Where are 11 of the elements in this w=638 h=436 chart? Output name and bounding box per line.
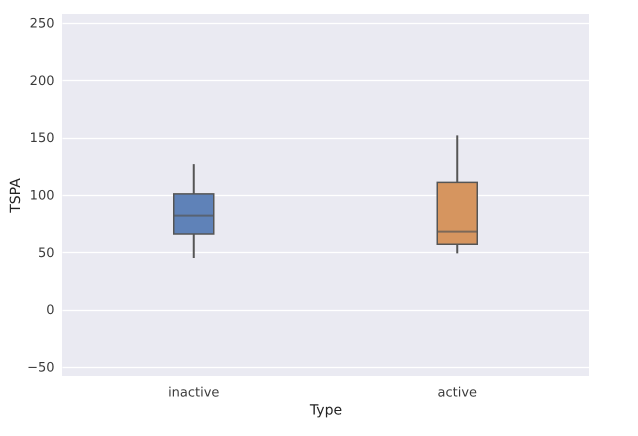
x-tick-label: active: [437, 386, 478, 400]
y-tick-label: −50: [27, 360, 54, 376]
y-tick-label: 0: [46, 303, 54, 318]
y-tick-label: 100: [30, 188, 54, 204]
y-tick-label: 250: [30, 16, 54, 32]
y-axis-title: TSPA: [8, 178, 24, 214]
y-tick-label: 150: [30, 131, 54, 146]
x-axis-title: Type: [308, 402, 342, 418]
x-tick-label: inactive: [168, 386, 220, 400]
y-tick-label: 200: [30, 74, 54, 89]
y-tick-label: 50: [38, 246, 54, 261]
